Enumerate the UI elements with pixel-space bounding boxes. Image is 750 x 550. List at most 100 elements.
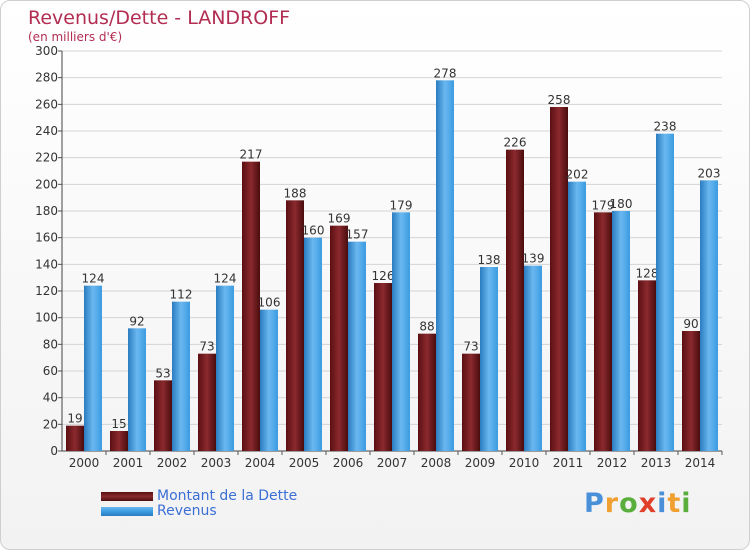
bar-revenus [348,241,366,451]
y-tick-label: 180 [35,204,58,218]
y-tick-label: 120 [35,284,58,298]
x-tick-label: 2004 [245,456,276,470]
logo-letter: r [604,488,620,519]
x-tick-label: 2002 [157,456,188,470]
data-label-revenus: 179 [390,198,413,212]
x-tick-label: 2009 [465,456,496,470]
data-label-revenus: 278 [434,66,457,80]
x-tick-label: 2013 [641,456,672,470]
y-tick-label: 80 [43,337,58,351]
logo-letter: i [657,488,668,519]
y-tick-label: 280 [35,71,58,85]
y-tick-label: 0 [50,444,58,458]
x-tick-label: 2014 [685,456,716,470]
y-tick-label: 160 [35,231,58,245]
data-label-dette: 258 [548,93,571,107]
y-tick-label: 40 [43,391,58,405]
data-label-revenus: 92 [129,314,144,328]
y-tick-label: 140 [35,257,58,271]
bar-revenus [524,265,542,451]
bar-dette [66,425,84,451]
data-label-dette: 126 [372,269,395,283]
legend-item-dette: Montant de la Dette [101,488,297,504]
legend-swatch-dette [101,491,153,501]
data-label-revenus: 106 [258,296,281,310]
x-tick-label: 2007 [377,456,408,470]
logo-letter: x [638,488,658,519]
x-tick-label: 2012 [597,456,628,470]
bar-revenus [84,285,102,451]
x-tick-label: 2000 [69,456,100,470]
data-label-dette: 53 [155,366,170,380]
bar-revenus [568,181,586,451]
data-label-revenus: 160 [302,224,325,238]
y-tick-label: 240 [35,124,58,138]
bar-dette [198,353,216,451]
y-tick-label: 300 [35,44,58,58]
y-tick-label: 200 [35,177,58,191]
logo-letter: i [681,488,692,519]
bar-dette [550,107,568,451]
data-label-dette: 19 [67,412,82,426]
data-label-dette: 88 [419,320,434,334]
bar-revenus [612,211,630,451]
x-tick-label: 2003 [201,456,232,470]
logo-letter: P [584,488,605,519]
bar-dette [594,212,612,451]
x-tick-label: 2006 [333,456,364,470]
proxiti-logo: Proxiti [584,488,692,519]
data-label-revenus: 124 [214,272,237,286]
data-label-dette: 15 [111,417,126,431]
bar-revenus [436,80,454,451]
data-label-dette: 169 [328,212,351,226]
bar-dette [462,353,480,451]
bar-dette [154,380,172,451]
bar-revenus [480,267,498,451]
bar-dette [374,283,392,451]
data-label-revenus: 202 [566,168,589,182]
bar-revenus [260,309,278,451]
data-label-revenus: 124 [82,272,105,286]
data-label-dette: 188 [284,186,307,200]
y-tick-label: 60 [43,364,58,378]
y-tick-label: 20 [43,417,58,431]
x-tick-label: 2008 [421,456,452,470]
bar-revenus [172,301,190,451]
legend-label-dette: Montant de la Dette [157,488,298,504]
data-label-dette: 73 [199,340,214,354]
data-label-revenus: 112 [170,288,193,302]
bar-revenus [216,285,234,451]
bar-revenus [700,180,718,452]
data-label-dette: 226 [504,136,527,150]
data-label-dette: 90 [683,317,698,331]
logo-letter: t [667,488,682,519]
data-label-dette: 128 [636,266,659,280]
bar-dette [242,161,260,451]
data-label-revenus: 180 [610,197,633,211]
x-tick-label: 2005 [289,456,320,470]
x-tick-label: 2001 [113,456,144,470]
data-label-dette: 73 [463,340,478,354]
y-tick-label: 220 [35,151,58,165]
bar-revenus [656,133,674,451]
data-label-revenus: 203 [698,166,721,180]
x-tick-label: 2011 [553,456,584,470]
y-tick-label: 260 [35,97,58,111]
bar-dette [506,149,524,451]
bar-dette [330,225,348,451]
bar-dette [638,280,656,451]
data-label-revenus: 139 [522,252,545,266]
bar-revenus [304,237,322,451]
bar-revenus [392,212,410,451]
legend-label-revenus: Revenus [157,503,217,519]
chart-subtitle: (en milliers d'€) [28,30,123,44]
y-tick-label: 100 [35,311,58,325]
bar-dette [286,200,304,451]
data-label-revenus: 157 [346,228,369,242]
data-label-revenus: 238 [654,120,677,134]
bar-dette [418,333,436,451]
bar-dette [110,431,128,451]
chart-title: Revenus/Dette - LANDROFF [28,7,291,29]
